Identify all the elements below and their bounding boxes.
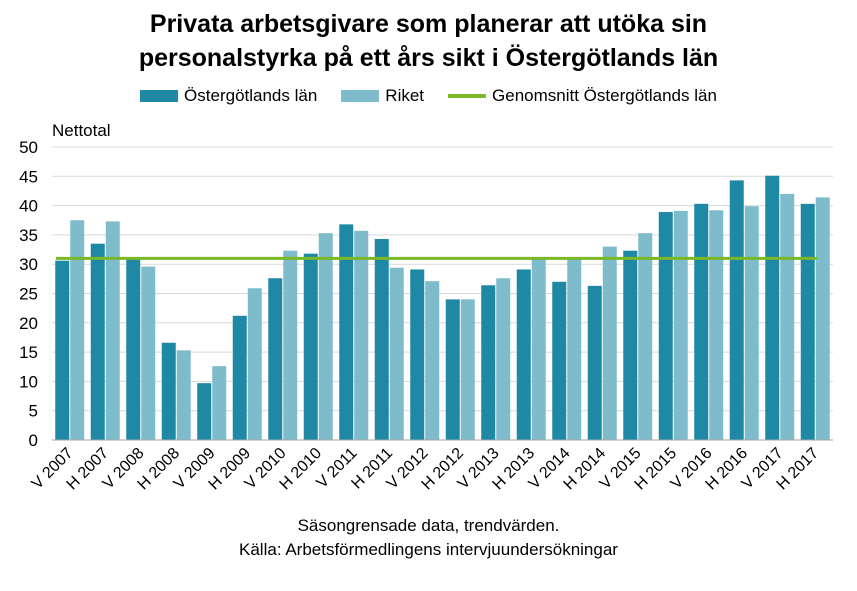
bar-riket <box>70 220 85 440</box>
bar-ostergotland <box>55 260 70 440</box>
bar-ostergotland <box>658 212 673 440</box>
bar-riket <box>744 206 759 440</box>
bar-ostergotland <box>268 278 283 440</box>
bar-ostergotland <box>410 269 425 440</box>
bar-riket <box>176 350 191 440</box>
bar-riket <box>780 193 795 440</box>
bar-ostergotland <box>339 224 354 440</box>
y-tick-label: 10 <box>19 372 38 391</box>
bar-riket <box>567 259 582 440</box>
bar-ostergotland <box>126 258 141 440</box>
legend-swatch-ostergotland <box>140 90 179 102</box>
bar-riket <box>141 266 156 440</box>
legend-label-ostergotland: Östergötlands län <box>184 86 318 105</box>
bar-riket <box>318 233 333 440</box>
bar-ostergotland <box>694 203 709 440</box>
y-tick-label: 50 <box>19 138 38 157</box>
bar-riket <box>815 197 830 440</box>
legend: Östergötlands län Riket Genomsnitt Öster… <box>0 86 857 106</box>
y-tick-label: 25 <box>19 285 38 304</box>
y-axis-label: Nettotal <box>52 121 111 140</box>
bar-riket <box>673 210 688 440</box>
bar-riket <box>531 258 546 440</box>
bar-ostergotland <box>303 253 318 440</box>
bar-ostergotland <box>90 243 105 440</box>
bar-riket <box>425 281 440 440</box>
bar-riket <box>496 278 511 440</box>
bar-ostergotland <box>623 250 638 440</box>
chart-title-line-2: personalstyrka på ett års sikt i Östergö… <box>138 44 719 72</box>
chart-title-line-1: Privata arbetsgivare som planerar att ut… <box>149 10 708 38</box>
bar-ostergotland <box>374 239 389 440</box>
bar-riket <box>212 366 227 440</box>
y-tick-label: 35 <box>19 226 38 245</box>
y-tick-label: 30 <box>19 255 38 274</box>
bar-riket <box>105 221 120 440</box>
y-tick-label: 40 <box>19 197 38 216</box>
bar-riket <box>638 233 653 440</box>
bar-ostergotland <box>445 299 460 440</box>
bar-riket <box>460 299 475 440</box>
y-tick-label: 45 <box>19 167 38 186</box>
bar-riket <box>247 288 262 440</box>
bar-riket <box>709 210 724 440</box>
y-tick-label: 5 <box>29 402 38 421</box>
legend-swatch-riket <box>341 90 380 102</box>
bar-ostergotland <box>197 383 212 440</box>
bar-ostergotland <box>765 175 780 441</box>
legend-item-riket: Riket <box>341 86 424 106</box>
bar-ostergotland <box>552 281 567 440</box>
bar-ostergotland <box>729 180 744 441</box>
footer-source: Källa: Arbetsförmedlingens intervjuunder… <box>239 540 618 559</box>
legend-item-average: Genomsnitt Östergötlands län <box>448 86 717 106</box>
legend-swatch-average <box>448 94 487 98</box>
bar-riket <box>354 230 369 440</box>
bar-ostergotland <box>516 269 531 440</box>
y-tick-label: 20 <box>19 314 38 333</box>
y-tick-label: 0 <box>29 431 38 450</box>
legend-label-average: Genomsnitt Östergötlands län <box>492 86 717 105</box>
bar-riket <box>283 250 298 440</box>
y-tick-label: 15 <box>19 343 38 362</box>
bar-ostergotland <box>587 285 602 440</box>
bar-riket <box>602 246 617 440</box>
footer-note: Säsongrensade data, trendvärden. <box>297 516 560 535</box>
bar-ostergotland <box>800 203 815 440</box>
bar-ostergotland <box>481 285 496 440</box>
bar-ostergotland <box>232 315 247 440</box>
legend-label-riket: Riket <box>385 86 425 105</box>
legend-item-ostergotland: Östergötlands län <box>140 86 317 106</box>
bar-ostergotland <box>161 342 176 440</box>
bar-riket <box>389 267 404 440</box>
